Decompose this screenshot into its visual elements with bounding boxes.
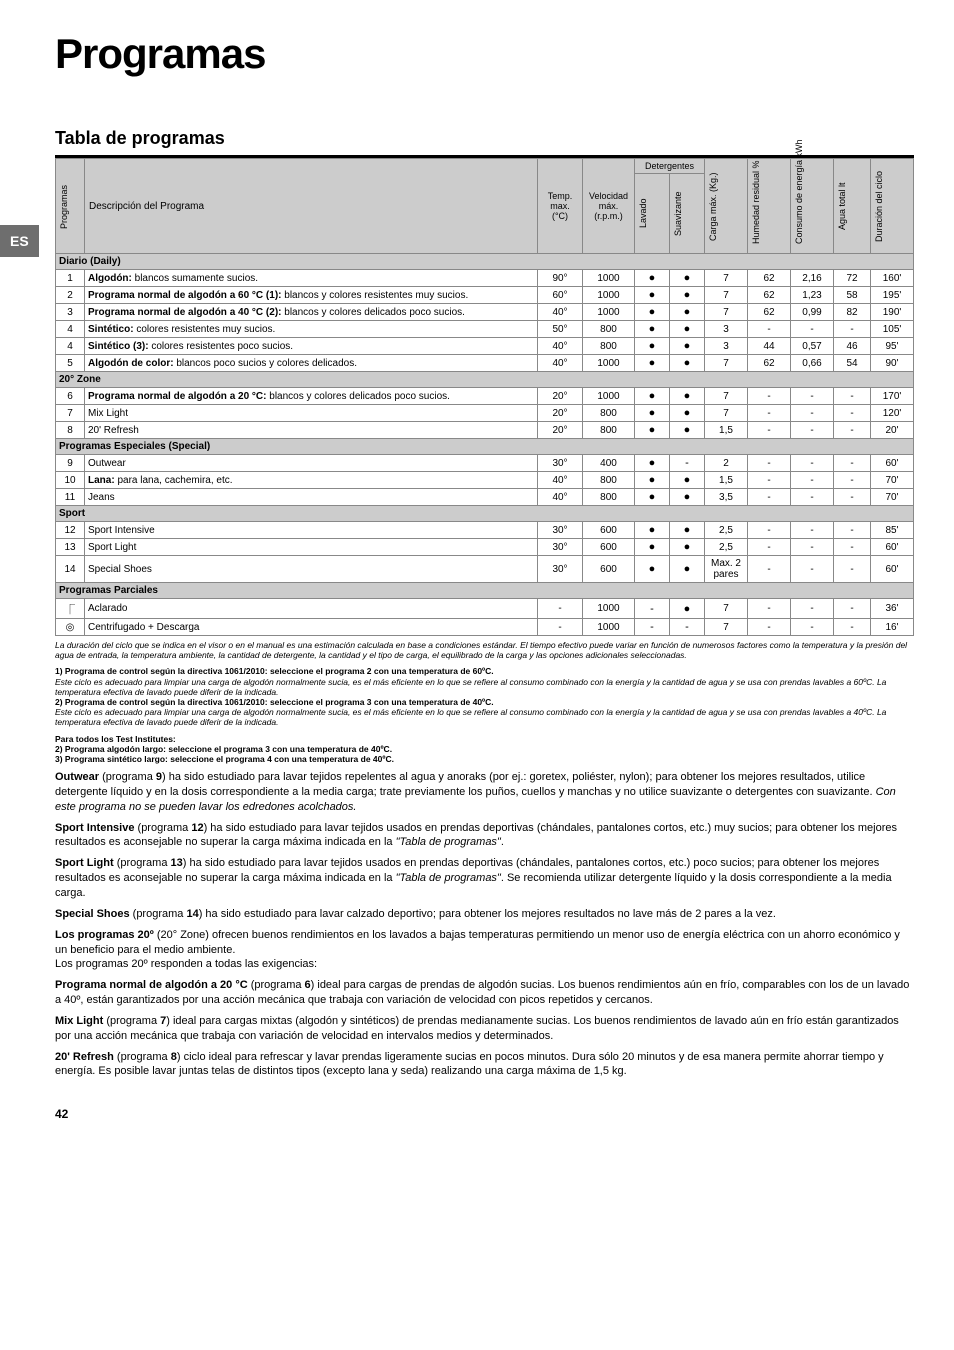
table-title: Tabla de programas — [55, 128, 914, 149]
body-text: Outwear (programa 9) ha sido estudiado p… — [55, 770, 914, 1079]
page-title: Programas — [55, 30, 914, 78]
notes2: Para todos los Test Institutes:2) Progra… — [55, 734, 914, 765]
page-number: 42 — [55, 1107, 914, 1121]
notes1: 1) Programa de control según la directiv… — [55, 666, 914, 727]
footnote: La duración del ciclo que se indica en e… — [55, 640, 914, 660]
programs-table: Programas Descripción del Programa Temp.… — [55, 158, 914, 636]
lang-tab: ES — [0, 225, 39, 257]
